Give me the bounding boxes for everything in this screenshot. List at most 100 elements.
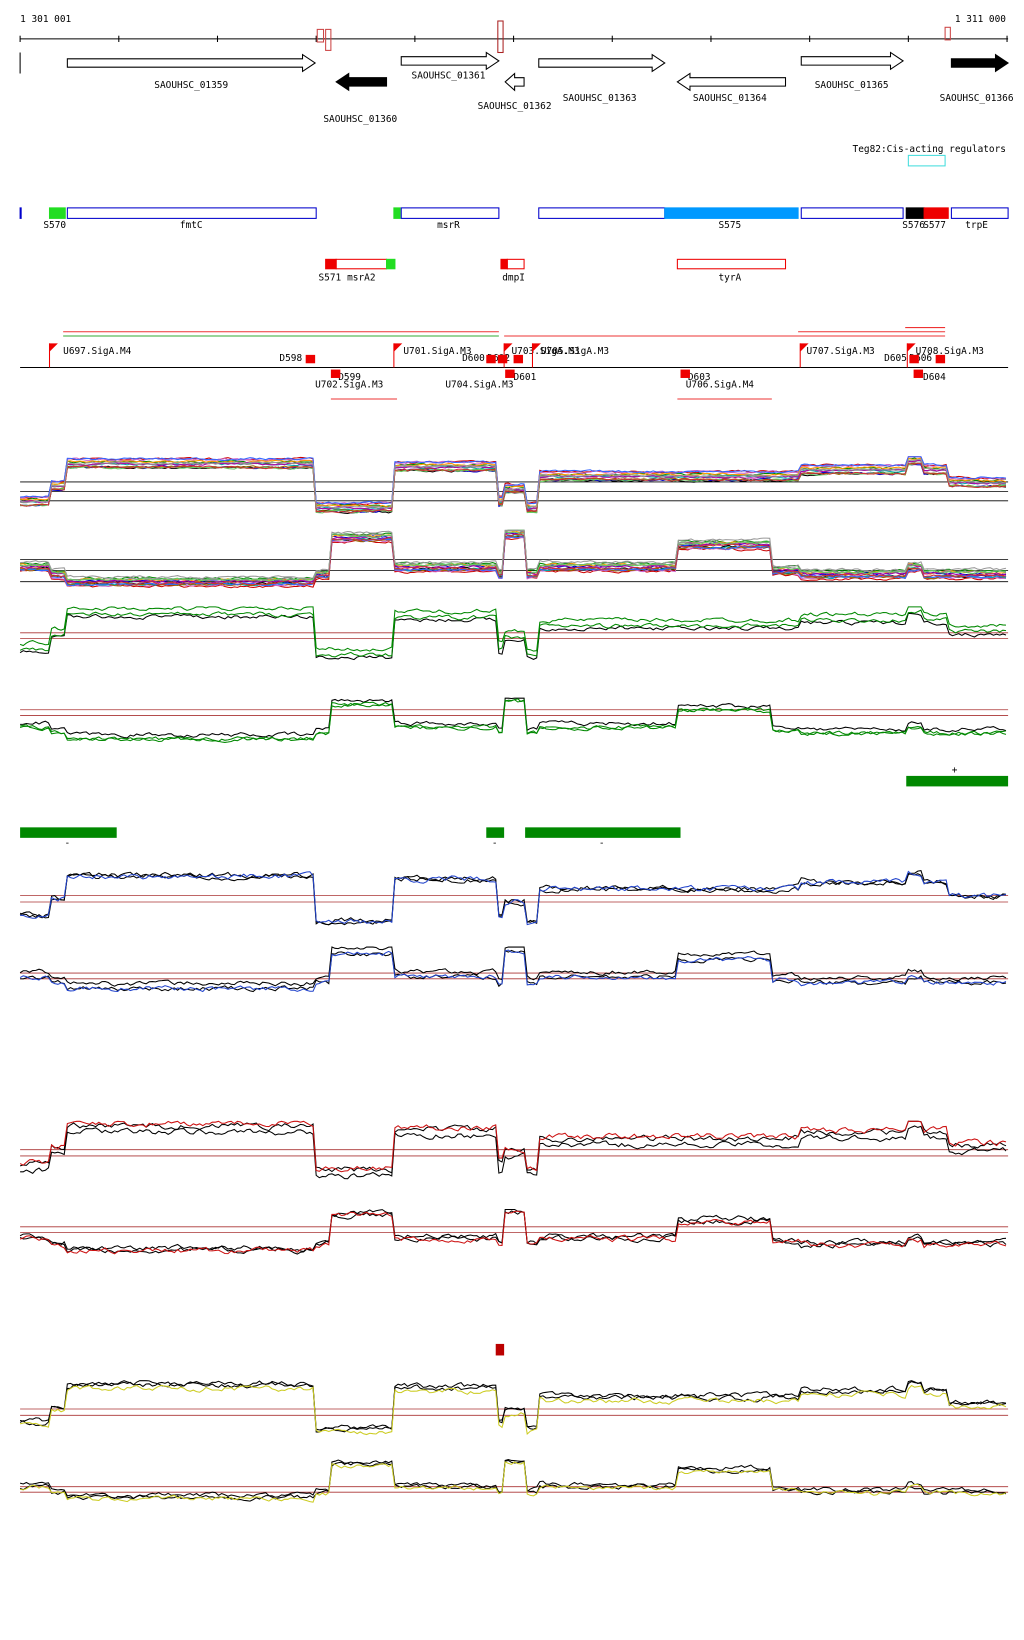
terminator — [913, 369, 924, 378]
label: SAOUHSC_01360 — [323, 114, 397, 125]
signal — [19, 536, 1007, 589]
promoter-flag — [49, 343, 58, 352]
signal — [19, 612, 1007, 661]
segment — [500, 258, 508, 270]
label: dmpI — [502, 272, 525, 283]
promoter-flag — [393, 343, 403, 352]
label: SAOUHSC_01363 — [563, 93, 637, 104]
gene-arrow — [800, 51, 905, 71]
label: 1 311 000 — [955, 14, 1006, 25]
label: D600 — [462, 353, 485, 364]
signal — [20, 870, 1007, 926]
label: S576 — [902, 220, 925, 231]
signal — [19, 532, 1007, 584]
regulator-box — [907, 154, 946, 167]
segment — [48, 207, 66, 219]
promoter-flag — [907, 343, 916, 352]
signal — [20, 1461, 1007, 1503]
label: trpE — [965, 220, 988, 231]
gene-arrow — [950, 53, 1010, 73]
signal — [20, 1125, 1007, 1180]
signal — [19, 531, 1007, 582]
label: D599 — [338, 372, 361, 383]
label: U705.SigA.M3 — [541, 346, 609, 357]
signal — [20, 949, 1007, 993]
label: D605 — [884, 353, 907, 364]
label: S575 — [718, 220, 741, 231]
terminator — [909, 354, 919, 364]
signal — [19, 871, 1007, 926]
gene-arrow — [676, 72, 787, 92]
signal — [20, 529, 1007, 580]
segment — [538, 207, 666, 219]
feature — [944, 26, 951, 41]
segment — [335, 258, 388, 270]
feature — [316, 28, 325, 43]
label: SAOUHSC_01361 — [412, 71, 486, 82]
signal — [19, 609, 1007, 658]
signal — [20, 462, 1007, 513]
terminator — [513, 354, 524, 364]
terminator — [505, 369, 515, 378]
label: - — [492, 838, 498, 849]
label: D603 — [688, 372, 711, 383]
segment — [400, 207, 500, 219]
terminator — [486, 354, 496, 364]
gene-arrow — [504, 72, 525, 92]
label: SAOUHSC_01364 — [693, 93, 767, 104]
terminator — [680, 369, 690, 378]
label: S577 — [923, 220, 946, 231]
marker — [495, 1343, 505, 1356]
gene-arrow — [66, 53, 317, 73]
segment — [66, 207, 317, 219]
label: S570 — [43, 220, 66, 231]
segment — [664, 207, 799, 219]
label: SAOUHSC_01362 — [478, 101, 552, 112]
signal — [20, 456, 1007, 505]
signal — [19, 1120, 1007, 1173]
signal — [19, 459, 1007, 509]
signal — [19, 698, 1007, 743]
segment — [325, 258, 337, 270]
signal — [20, 463, 1007, 513]
label: SAOUHSC_01359 — [154, 80, 228, 91]
gene-arrow — [538, 53, 666, 73]
terminator — [330, 369, 341, 378]
signal — [20, 457, 1007, 508]
signal — [19, 1210, 1007, 1255]
label: S571 — [318, 272, 341, 283]
signal — [19, 1384, 1007, 1436]
label: - — [599, 838, 605, 849]
terminator — [935, 354, 946, 364]
label: U708.SigA.M3 — [916, 346, 984, 357]
signal — [19, 1120, 1007, 1174]
label: D601 — [514, 372, 537, 383]
gene-arrow — [335, 72, 388, 92]
strand-bar — [486, 827, 505, 838]
label: SAOUHSC_01365 — [815, 80, 889, 91]
signal — [19, 1209, 1007, 1253]
signal — [19, 606, 1007, 652]
signal — [19, 870, 1007, 926]
signal — [19, 533, 1007, 586]
terminator — [497, 354, 508, 364]
label: U704.SigA.M3 — [445, 379, 513, 390]
feature — [497, 20, 504, 54]
segment — [19, 207, 22, 219]
label: SAOUHSC_01366 — [940, 93, 1014, 104]
segment — [676, 258, 787, 270]
signal — [19, 1380, 1007, 1433]
feature — [325, 28, 332, 51]
segment — [905, 207, 925, 219]
segment — [800, 207, 904, 219]
signal — [19, 699, 1007, 743]
label: U701.SigA.M3 — [403, 346, 471, 357]
label: Teg82:Cis-acting regulators — [853, 144, 1006, 155]
label: msrR — [437, 220, 460, 231]
signal — [19, 1458, 1007, 1500]
label: D604 — [923, 372, 946, 383]
terminator — [305, 354, 316, 364]
label: U706.SigA.M4 — [686, 379, 755, 390]
label: tyrA — [718, 272, 741, 283]
